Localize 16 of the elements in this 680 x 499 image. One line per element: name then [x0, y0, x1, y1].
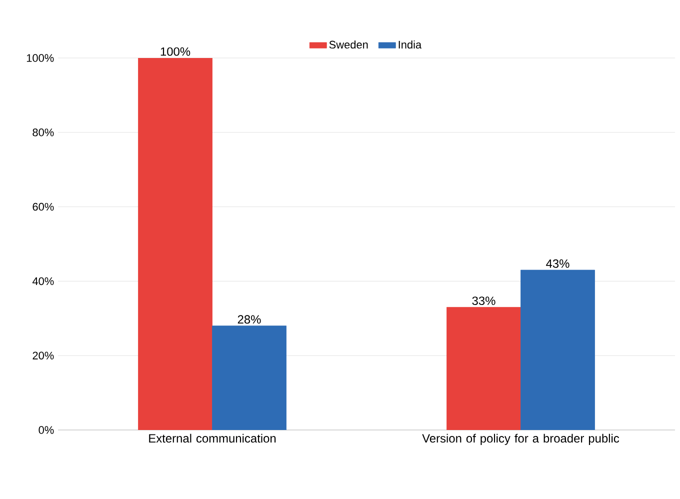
legend-label: India — [398, 40, 422, 49]
y-tick-label: 0% — [38, 426, 54, 434]
y-tick-label: 100% — [26, 54, 54, 62]
x-tick-label: Version of policy for a broader public — [422, 434, 620, 445]
data-label: 100% — [160, 47, 190, 56]
bar — [446, 307, 521, 430]
y-tick-label: 20% — [32, 352, 54, 360]
y-tick-label: 80% — [32, 128, 54, 136]
y-tick-label: 60% — [32, 202, 54, 211]
x-tick-label: External communication — [149, 434, 276, 443]
legend-label: Sweden — [329, 40, 368, 49]
data-label: 43% — [546, 259, 570, 268]
y-tick-label: 40% — [32, 277, 54, 286]
bar — [138, 58, 212, 430]
data-label: 33% — [472, 296, 496, 306]
data-label: 28% — [238, 315, 261, 324]
